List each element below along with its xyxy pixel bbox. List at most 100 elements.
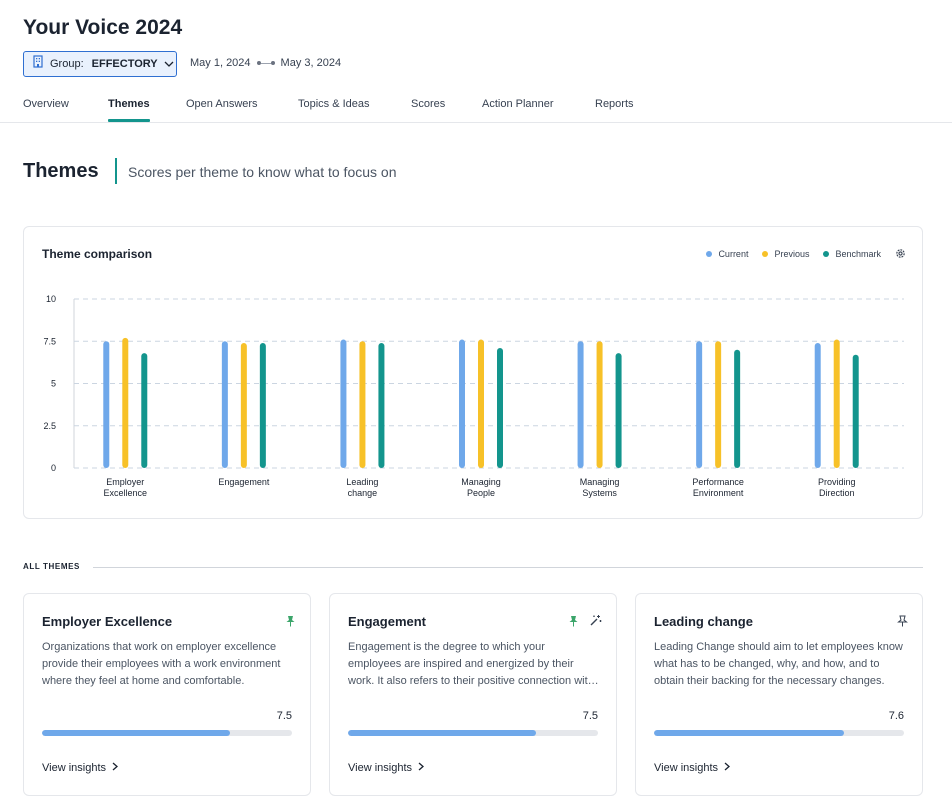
bar-benchmark — [497, 348, 503, 468]
theme-card-score: 7.5 — [276, 710, 292, 722]
group-filter-button[interactable]: Group: EFFECTORY — [23, 51, 177, 77]
x-tick-label: Performance — [692, 477, 744, 487]
active-tab-indicator — [108, 119, 150, 122]
bar-current — [103, 341, 110, 468]
x-tick-label: Direction — [819, 488, 855, 498]
theme-card-title: Leading change — [654, 614, 753, 629]
theme-card-title: Engagement — [348, 614, 427, 629]
legend-dot-current — [706, 250, 713, 257]
y-tick-label: 2.5 — [43, 421, 56, 431]
pin-outline-icon[interactable] — [897, 614, 908, 632]
bar-current — [459, 339, 465, 468]
x-tick-label: Managing — [580, 477, 620, 487]
view-insights-link[interactable]: View insights — [42, 762, 118, 774]
bar-benchmark — [734, 349, 741, 468]
all-themes-label: ALL THEMES — [23, 562, 80, 571]
tab-overview[interactable]: Overview — [23, 98, 69, 110]
bar-current — [577, 341, 584, 468]
theme-card-score: 7.6 — [888, 710, 904, 722]
bar-previous — [359, 341, 366, 468]
section-subtitle: Scores per theme to know what to focus o… — [128, 164, 397, 180]
bar-current — [814, 342, 821, 468]
tab-themes[interactable]: Themes — [108, 98, 150, 110]
chart-legend: Current Previous Benchmark — [706, 248, 906, 259]
theme-card-employer-excellence: Employer Excellence Organizations that w… — [23, 593, 311, 796]
tab-topics-ideas[interactable]: Topics & Ideas — [298, 98, 370, 110]
legend-label-benchmark: Benchmark — [835, 248, 881, 259]
building-icon — [32, 55, 44, 73]
group-filter-value: EFFECTORY — [91, 58, 158, 70]
bar-benchmark — [259, 342, 266, 468]
tab-reports[interactable]: Reports — [595, 98, 634, 110]
chevron-right-icon — [418, 762, 424, 774]
bar-previous — [478, 339, 484, 468]
section-title: Themes — [23, 160, 99, 182]
y-tick-label: 5 — [51, 379, 56, 389]
pin-filled-icon[interactable] — [285, 614, 296, 632]
bar-benchmark — [141, 353, 148, 468]
x-tick-label: Environment — [693, 488, 744, 498]
view-insights-link[interactable]: View insights — [348, 762, 424, 774]
view-insights-label: View insights — [42, 762, 106, 774]
tab-open-answers[interactable]: Open Answers — [186, 98, 258, 110]
legend-item-previous: Previous — [762, 249, 809, 259]
bar-current — [340, 339, 347, 468]
x-tick-label: Excellence — [104, 488, 148, 498]
legend-item-benchmark: Benchmark — [823, 249, 881, 259]
bar-previous — [833, 339, 840, 468]
legend-label-previous: Previous — [774, 248, 810, 259]
x-tick-label: Employer — [106, 477, 144, 487]
chevron-right-icon — [112, 762, 118, 774]
all-themes-divider — [93, 567, 923, 568]
date-range: May 1, 2024 May 3, 2024 — [190, 57, 341, 69]
magic-wand-icon[interactable] — [589, 614, 602, 632]
theme-comparison-card: 0 2.5 5 7.5 10 Employer Excellence Engagement Le… — [23, 226, 923, 519]
legend-item-current: Current — [706, 249, 748, 259]
theme-card-progress — [42, 730, 292, 736]
y-tick-label: 0 — [51, 463, 56, 473]
theme-card-score: 7.5 — [582, 710, 598, 722]
legend-label-current: Current — [718, 248, 749, 259]
x-tick-label: Managing — [461, 477, 501, 487]
view-insights-label: View insights — [654, 762, 718, 774]
x-tick-label: Leading — [346, 477, 378, 487]
theme-card-engagement: Engagement Engagement is the degree to w… — [329, 593, 617, 796]
pin-filled-icon[interactable] — [568, 614, 579, 632]
date-end: May 3, 2024 — [280, 57, 342, 69]
bar-previous — [240, 342, 247, 468]
bar-current — [696, 341, 703, 468]
x-tick-label: People — [467, 488, 495, 498]
bar-previous — [596, 341, 603, 468]
date-range-connector-icon — [256, 61, 275, 65]
tab-bar: Overview Themes Open Answers Topics & Id… — [0, 88, 952, 123]
legend-dot-previous — [762, 250, 769, 257]
x-tick-label: Providing — [818, 477, 856, 487]
chevron-right-icon — [724, 762, 730, 774]
theme-card-description: Leading Change should aim to let employe… — [654, 641, 903, 687]
gear-icon[interactable] — [895, 248, 906, 259]
theme-card-description: Engagement is the degree to which your e… — [348, 641, 594, 687]
bar-current — [221, 341, 228, 468]
date-start: May 1, 2024 — [190, 57, 251, 69]
theme-card-progress-fill — [42, 730, 230, 736]
legend-dot-benchmark — [823, 250, 830, 257]
app-title: Your Voice 2024 — [23, 16, 183, 39]
bar-previous — [122, 337, 129, 468]
theme-card-progress — [348, 730, 598, 736]
bar-previous — [715, 341, 722, 468]
bar-benchmark — [615, 353, 622, 468]
theme-card-progress — [654, 730, 904, 736]
y-tick-label: 7.5 — [43, 336, 56, 346]
tab-scores[interactable]: Scores — [411, 98, 446, 110]
theme-card-title: Employer Excellence — [42, 614, 173, 629]
view-insights-label: View insights — [348, 762, 412, 774]
theme-card-progress-fill — [348, 730, 536, 736]
y-tick-label: 10 — [46, 294, 56, 304]
chart-title: Theme comparison — [42, 247, 153, 261]
view-insights-link[interactable]: View insights — [654, 762, 730, 774]
section-divider — [115, 158, 117, 184]
x-tick-label: change — [348, 488, 378, 498]
tab-action-planner[interactable]: Action Planner — [482, 98, 554, 110]
bar-benchmark — [852, 354, 859, 468]
